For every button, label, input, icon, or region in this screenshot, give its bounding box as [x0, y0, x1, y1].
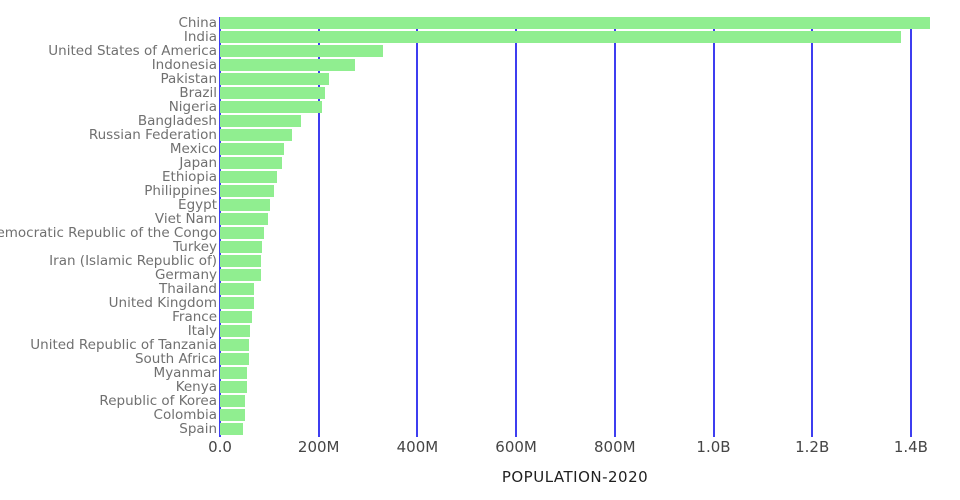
- gridline-600m: [515, 17, 518, 437]
- bar-republic-of-korea: [220, 395, 246, 407]
- bar-south-africa: [220, 353, 250, 365]
- country-label-spain: Spain: [179, 421, 217, 437]
- bar-united-republic-of-tanzania: [220, 339, 250, 351]
- country-label-brazil: Brazil: [179, 85, 217, 101]
- bar-nigeria: [220, 101, 322, 113]
- country-label-philippines: Philippines: [144, 183, 217, 199]
- country-label-pakistan: Pakistan: [160, 71, 217, 87]
- bar-turkey: [220, 241, 262, 253]
- country-label-mexico: Mexico: [169, 141, 217, 157]
- bar-ethiopia: [220, 171, 277, 183]
- country-label-france: France: [172, 309, 217, 325]
- country-label-republic-of-korea: Republic of Korea: [99, 393, 217, 409]
- country-label-india: India: [183, 29, 217, 45]
- country-label-united-republic-of-tanzania: United Republic of Tanzania: [30, 337, 217, 353]
- bar-viet-nam: [220, 213, 269, 225]
- bar-thailand: [220, 283, 255, 295]
- bar-democratic-republic-of-the-congo: [220, 227, 265, 239]
- bar-spain: [220, 423, 244, 435]
- country-label-russian-federation: Russian Federation: [88, 127, 217, 143]
- bar-kenya: [220, 381, 247, 393]
- country-label-iran-islamic-republic-of: Iran (Islamic Republic of): [49, 253, 217, 269]
- country-label-germany: Germany: [154, 267, 217, 283]
- x-tick-label-1-4b: 1.4B: [893, 438, 928, 456]
- bar-united-states-of-america: [220, 45, 384, 57]
- country-label-democratic-republic-of-the-congo: Democratic Republic of the Congo: [0, 225, 217, 241]
- x-tick-label-600m: 600M: [495, 438, 537, 456]
- country-label-ethiopia: Ethiopia: [162, 169, 217, 185]
- country-label-thailand: Thailand: [159, 281, 217, 297]
- country-label-italy: Italy: [187, 323, 217, 339]
- gridline-200m: [317, 17, 320, 437]
- bar-india: [220, 31, 902, 43]
- bar-colombia: [220, 409, 246, 421]
- bar-japan: [220, 157, 283, 169]
- country-label-indonesia: Indonesia: [151, 57, 217, 73]
- country-label-united-kingdom: United Kingdom: [108, 295, 217, 311]
- x-tick-label-800m: 800M: [594, 438, 636, 456]
- bar-russian-federation: [220, 129, 292, 141]
- country-label-china: China: [178, 15, 217, 31]
- bar-united-kingdom: [220, 297, 254, 309]
- country-label-japan: Japan: [179, 155, 217, 171]
- bar-philippines: [220, 185, 275, 197]
- country-label-south-africa: South Africa: [134, 351, 217, 367]
- gridline-1400m: [909, 17, 912, 437]
- bar-myanmar: [220, 367, 247, 379]
- x-tick-label-1-0b: 1.0B: [696, 438, 731, 456]
- x-tick-label-400m: 400M: [396, 438, 439, 456]
- country-label-egypt: Egypt: [178, 197, 217, 213]
- x-tick-label-200m: 200M: [297, 438, 340, 456]
- country-label-kenya: Kenya: [175, 379, 217, 395]
- gridline-1000m: [712, 17, 715, 437]
- x-tick-label-1-2b: 1.2B: [795, 438, 830, 456]
- bar-china: [220, 17, 931, 29]
- country-label-colombia: Colombia: [153, 407, 217, 423]
- bar-pakistan: [220, 73, 329, 85]
- bar-bangladesh: [220, 115, 302, 127]
- country-label-nigeria: Nigeria: [168, 99, 217, 115]
- x-tick-label-0-0: 0.0: [208, 438, 232, 456]
- bar-iran-islamic-republic-of: [220, 255, 262, 267]
- gridline-1200m: [811, 17, 814, 437]
- bar-france: [220, 311, 253, 323]
- bar-mexico: [220, 143, 284, 155]
- country-label-bangladesh: Bangladesh: [137, 113, 217, 129]
- x-axis-title: POPULATION-2020: [501, 468, 649, 486]
- bar-egypt: [220, 199, 271, 211]
- bar-brazil: [220, 87, 325, 99]
- country-label-turkey: Turkey: [173, 239, 217, 255]
- gridline-400m: [416, 17, 419, 437]
- country-label-myanmar: Myanmar: [153, 365, 217, 381]
- country-label-viet-nam: Viet Nam: [154, 211, 217, 227]
- bar-italy: [220, 325, 250, 337]
- country-label-united-states-of-america: United States of America: [48, 43, 217, 59]
- bar-germany: [220, 269, 262, 281]
- bar-indonesia: [220, 59, 355, 71]
- gridline-800m: [613, 17, 616, 437]
